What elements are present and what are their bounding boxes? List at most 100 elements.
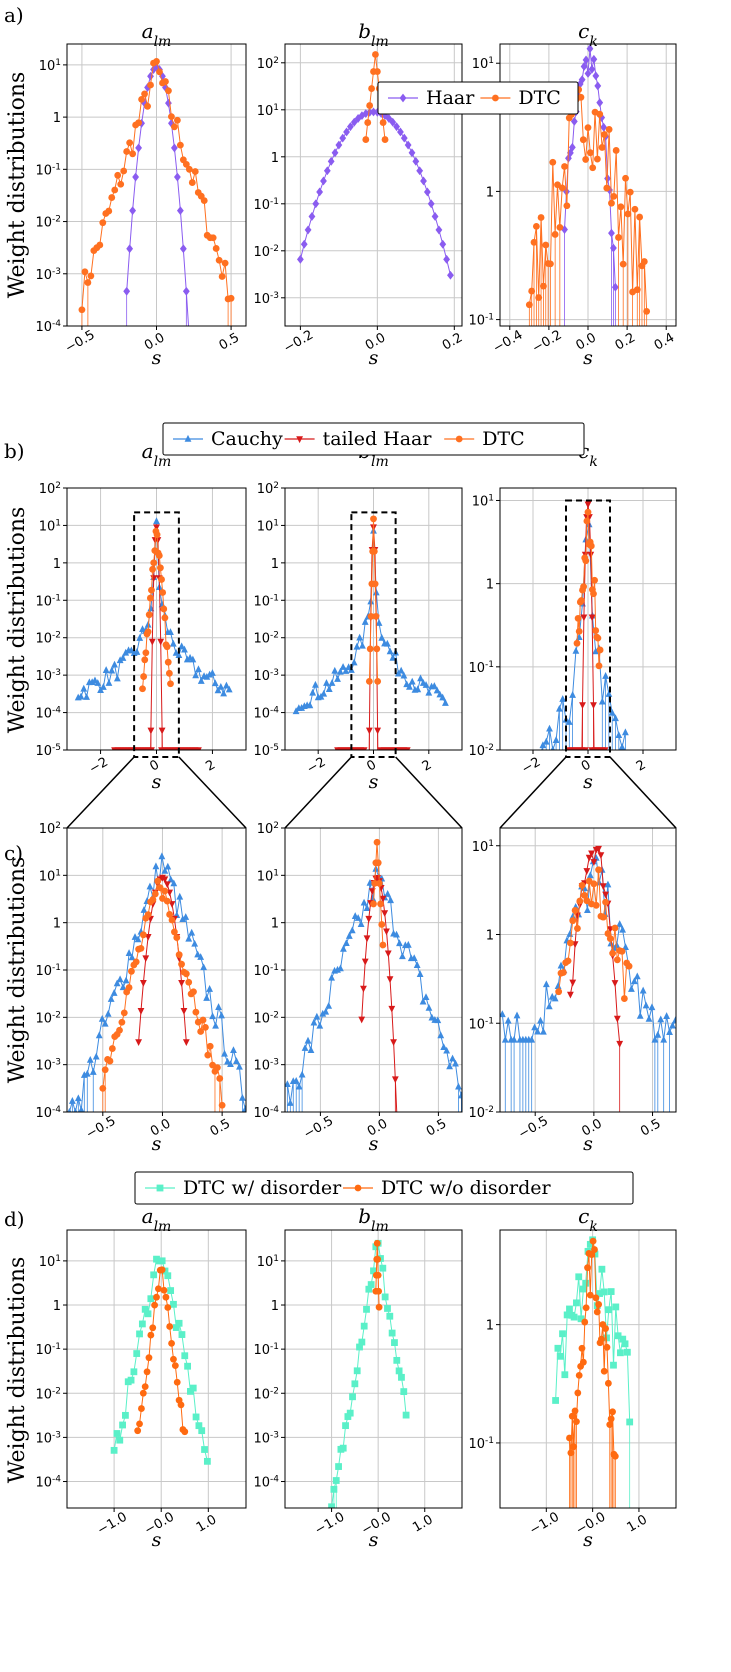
data-point [420,176,427,186]
data-point [149,896,157,903]
legend-b: Cauchy tailed Haar DTC [162,422,585,456]
data-point [158,576,165,583]
data-point [535,294,543,301]
data-point [144,911,152,919]
data-point [119,654,127,661]
data-point [379,941,387,949]
data-point [168,113,175,121]
data-point [362,136,370,143]
data-point [153,1293,160,1301]
data-point [580,62,588,71]
data-point [285,1080,291,1088]
data-point [313,1012,321,1020]
data-point [592,71,600,81]
subplot-title: alm [142,1204,172,1235]
data-point [611,980,619,987]
y-tick-label: 1 [53,557,61,572]
data-point [561,163,568,170]
y-tick-label: 10-1 [253,963,279,979]
data-point [598,697,606,705]
data-point [182,913,190,920]
series-dtc [525,86,651,326]
plot-area [552,1236,634,1508]
data-point [383,639,391,647]
data-point [599,913,607,921]
data-point [617,203,625,211]
legend-label: Haar [426,87,475,109]
data-point [149,1324,157,1332]
data-point [574,925,581,932]
data-point [221,259,229,267]
data-point [620,995,628,1002]
data-point [596,98,604,108]
y-tick-label: 102 [39,821,61,837]
data-point [604,880,612,888]
data-point [379,119,387,126]
data-point [158,1257,166,1265]
data-point [138,96,145,103]
data-point [539,741,547,749]
data-point [160,605,168,613]
y-tick-label: 10-4 [35,1475,61,1491]
data-point [83,1069,91,1077]
data-point [158,727,166,735]
data-point [114,171,122,179]
data-point [334,675,341,682]
data-point [342,667,350,674]
y-tick-label: 101 [472,56,494,72]
data-point [370,547,378,555]
x-tick-label: −0.2 [281,328,316,357]
data-point [77,692,85,700]
data-point [125,949,133,956]
data-point [591,576,598,584]
data-point [99,683,107,690]
data-point [147,1331,155,1339]
data-point [375,1303,383,1311]
data-point [323,166,331,176]
data-point [551,231,559,238]
data-point [587,542,595,550]
zoom-box [565,499,611,758]
data-point [139,931,147,939]
data-point [111,186,119,194]
data-point [537,214,545,221]
x-axis-label: s [369,347,379,369]
data-point [611,1452,619,1460]
data-point [353,1367,361,1375]
data-point [570,1443,578,1451]
data-point [373,645,381,653]
data-point [556,1352,564,1360]
data-point [83,693,90,700]
data-point [185,165,193,173]
data-point [167,628,174,635]
data-point [372,1243,380,1251]
data-point [316,187,324,197]
data-point [586,149,594,157]
data-point [584,69,592,78]
legend-frame [377,81,579,115]
data-point [584,906,591,914]
data-point [576,897,584,905]
y-tick-label: 1 [486,185,494,200]
data-point [212,245,220,252]
data-point [574,614,582,622]
data-point [328,679,336,686]
data-point [327,156,335,166]
data-point [570,1313,578,1321]
data-point [663,1012,671,1019]
data-point [169,639,177,647]
data-point [446,1062,454,1070]
y-tick-label: 10-1 [253,197,279,213]
series-dtc-w-disorder [328,1239,410,1508]
data-point [600,1288,608,1296]
data-point [575,1371,583,1379]
data-point [576,953,583,960]
y-tick-label: 1 [53,917,61,932]
data-point [363,1009,370,1016]
data-point [203,1457,211,1465]
subplot-title: blm [358,19,389,50]
y-tick-label: 10-2 [468,743,494,759]
data-point [165,669,173,677]
data-point [306,701,314,709]
